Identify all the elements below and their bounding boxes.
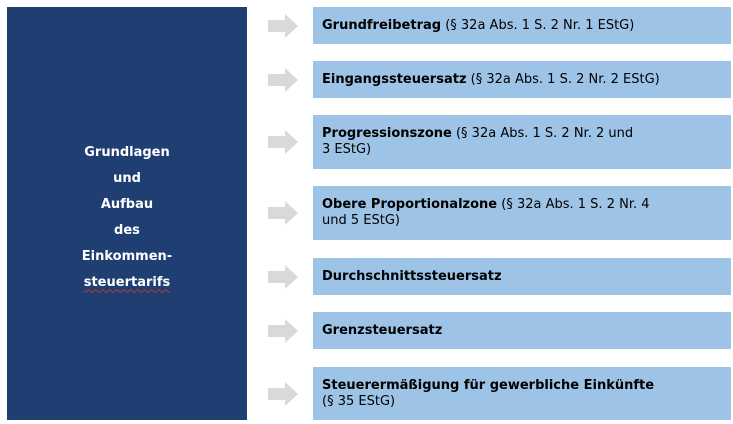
arrow-right-icon	[268, 319, 298, 343]
tariff-item-box: Eingangssteuersatz (§ 32a Abs. 1 S. 2 Nr…	[313, 61, 731, 98]
tariff-item-line: Steuerermäßigung für gewerbliche Einkünf…	[322, 378, 722, 394]
tariff-row: Eingangssteuersatz (§ 32a Abs. 1 S. 2 Nr…	[268, 61, 731, 98]
tariff-item-title: Obere Proportionalzone	[322, 197, 498, 212]
tariff-item-title: Grundfreibetrag	[322, 17, 442, 33]
tariff-row: Steuerermäßigung für gewerbliche Einkünf…	[268, 367, 731, 420]
arrow-right-icon	[268, 68, 298, 92]
arrow-right-icon	[268, 130, 298, 154]
tariff-row: Grundfreibetrag (§ 32a Abs. 1 S. 2 Nr. 1…	[268, 7, 731, 44]
tariff-item-box: Durchschnittssteuersatz	[313, 258, 731, 295]
arrow-right-icon	[268, 265, 298, 289]
tariff-row: Obere Proportionalzone (§ 32a Abs. 1 S. …	[268, 186, 731, 240]
topic-line: Einkommen-	[81, 248, 173, 264]
tariff-item-box: Grenzsteuersatz	[313, 312, 731, 349]
tariff-item-title: Eingangssteuersatz	[322, 71, 467, 87]
topic-line: des	[114, 222, 140, 238]
tariff-item-title: Durchschnittssteuersatz	[322, 268, 502, 284]
tariff-item-title: Grenzsteuersatz	[322, 322, 443, 338]
tariff-item-detail: (§ 32a Abs. 1 S. 2 Nr. 2 EStG)	[466, 71, 660, 87]
tariff-item-detail: (§ 32a Abs. 1 S. 2 Nr. 4	[497, 197, 650, 212]
tariff-row: Grenzsteuersatz	[268, 312, 731, 349]
topic-line-underlined: steuertarifs	[83, 274, 171, 290]
tariff-item-title: Progressionszone	[322, 126, 452, 141]
topic-line: steuertarifs	[82, 270, 172, 296]
tariff-item-detail: (§ 32a Abs. 1 S. 2 Nr. 1 EStG)	[441, 17, 635, 33]
tariff-item-detail-line2: (§ 35 EStG)	[322, 393, 396, 409]
arrow-right-icon	[268, 14, 298, 38]
topic-box: Grundlagen und Aufbau des Einkommen- ste…	[7, 7, 247, 420]
arrow-right-icon	[268, 382, 298, 406]
tariff-item-box: Progressionszone (§ 32a Abs. 1 S. 2 Nr. …	[313, 115, 731, 169]
tariff-item-box: Obere Proportionalzone (§ 32a Abs. 1 S. …	[313, 186, 731, 240]
tariff-item-line: Durchschnittssteuersatz	[322, 269, 722, 285]
tariff-item-detail-line2: und 5 EStG)	[322, 213, 400, 228]
tariff-item-box: Grundfreibetrag (§ 32a Abs. 1 S. 2 Nr. 1…	[313, 7, 731, 44]
tariff-item-line: Eingangssteuersatz (§ 32a Abs. 1 S. 2 Nr…	[322, 72, 722, 88]
topic-line: Aufbau	[100, 196, 154, 212]
tariff-row: Progressionszone (§ 32a Abs. 1 S. 2 Nr. …	[268, 115, 731, 169]
tariff-item-detail-line2: 3 EStG)	[322, 142, 372, 157]
tariff-item-line: Grundfreibetrag (§ 32a Abs. 1 S. 2 Nr. 1…	[322, 18, 722, 34]
topic-line: und	[113, 170, 141, 186]
tariff-item-title: Steuerermäßigung für gewerbliche Einkünf…	[322, 377, 655, 393]
tariff-item-line: Obere Proportionalzone (§ 32a Abs. 1 S. …	[322, 197, 722, 213]
tariff-item-line: Grenzsteuersatz	[322, 323, 722, 339]
tariff-item-line: Progressionszone (§ 32a Abs. 1 S. 2 Nr. …	[322, 126, 722, 142]
tariff-row: Durchschnittssteuersatz	[268, 258, 731, 295]
tariff-item-detail: (§ 32a Abs. 1 S. 2 Nr. 2 und	[451, 126, 634, 141]
topic-label: Grundlagen und Aufbau des Einkommen- ste…	[82, 140, 172, 296]
tariff-item-box: Steuerermäßigung für gewerbliche Einkünf…	[313, 367, 731, 420]
arrow-right-icon	[268, 201, 298, 225]
topic-line: Grundlagen	[84, 144, 170, 160]
